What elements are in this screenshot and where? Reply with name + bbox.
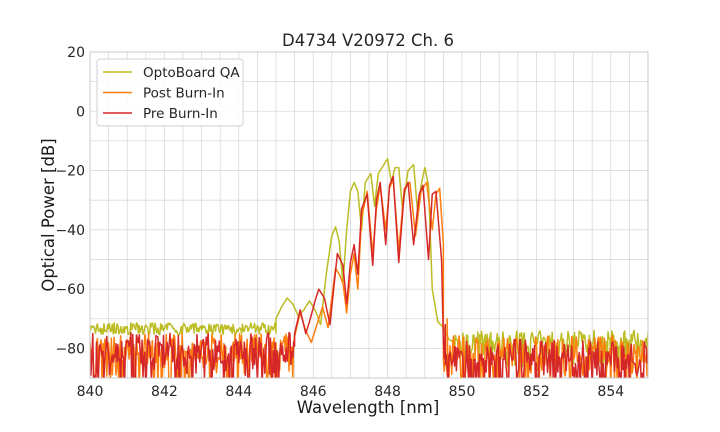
y-tick-label: −80 <box>55 341 85 357</box>
legend: OptoBoard QA Post Burn-In Pre Burn-In <box>96 58 244 127</box>
x-tick-label: 842 <box>151 384 178 400</box>
x-tick-label: 840 <box>77 384 104 400</box>
legend-label: OptoBoard QA <box>143 65 240 81</box>
x-tick-label: 848 <box>374 384 401 400</box>
x-tick-label: 844 <box>225 384 252 400</box>
x-tick-label: 846 <box>300 384 327 400</box>
plot-area <box>90 157 648 378</box>
y-axis-label: Optical Power [dB] <box>39 138 58 291</box>
y-tick-label: −60 <box>55 282 85 298</box>
x-axis-label: Wavelength [nm] <box>297 398 440 417</box>
y-tick-label: −20 <box>55 164 85 180</box>
x-tick-label: 854 <box>597 384 624 400</box>
series-line-optoboard-qa <box>90 157 648 368</box>
plot-frame <box>89 51 649 379</box>
x-tick-label: 852 <box>523 384 550 400</box>
legend-label: Post Burn-In <box>143 86 225 102</box>
y-tick-label: 0 <box>76 104 85 120</box>
x-tick-label: 850 <box>449 384 476 400</box>
axes: 840 842 844 846 848 850 852 854 20 0 −20 −40 −60 −80 <box>55 45 649 400</box>
y-tick-label: −40 <box>55 223 85 239</box>
chart-title: D4734 V20972 Ch. 6 <box>282 31 454 50</box>
series-line-pre-burn-in <box>90 175 648 378</box>
legend-label: Pre Burn-In <box>143 106 218 122</box>
y-tick-label: 20 <box>67 45 85 61</box>
legend-box <box>96 58 244 127</box>
